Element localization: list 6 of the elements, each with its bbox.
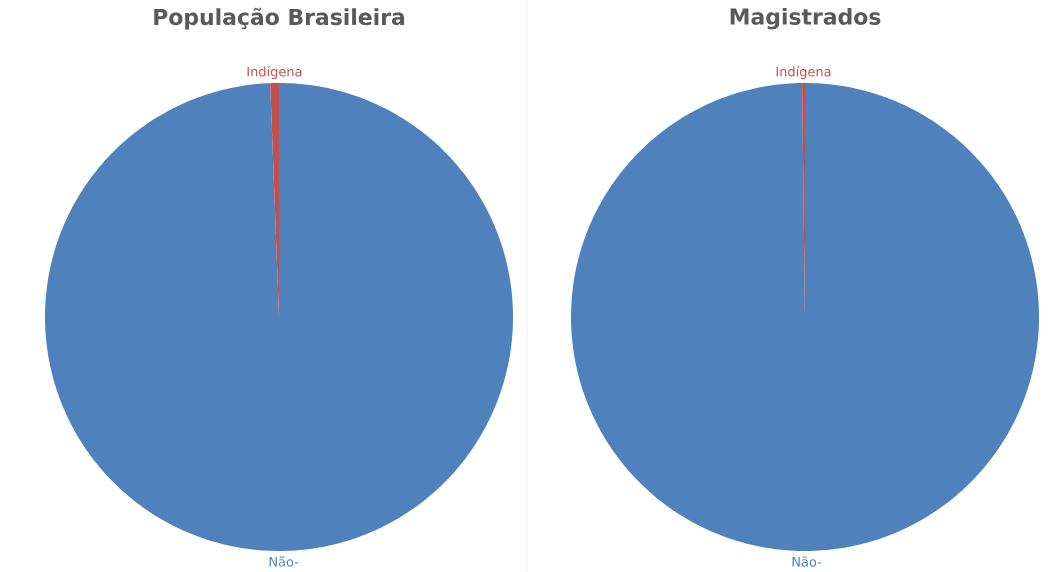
slice-label: Indígena (776, 65, 831, 79)
slice-label: Indígena (247, 65, 302, 80)
chart-title: Magistrados (730, 7, 881, 30)
slice-label: Não- (792, 556, 822, 567)
slice-label: Não- (269, 556, 299, 567)
chart-title: População Brasileira (154, 7, 405, 30)
